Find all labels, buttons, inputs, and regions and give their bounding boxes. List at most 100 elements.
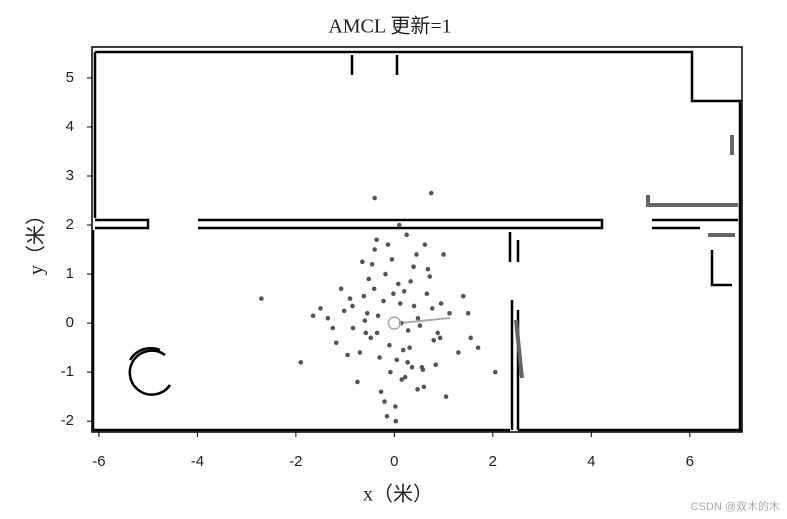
particle <box>372 195 377 201</box>
map <box>91 50 742 432</box>
particle <box>433 362 439 368</box>
x-tick-label: 0 <box>390 453 398 470</box>
particle <box>468 335 473 341</box>
particle <box>425 266 431 272</box>
particle <box>492 369 498 375</box>
y-tick-label: 4 <box>66 118 74 135</box>
particle <box>330 325 336 331</box>
y-tick-label: -1 <box>61 363 74 380</box>
particle <box>371 286 377 292</box>
particle <box>417 323 423 328</box>
particle <box>460 293 466 299</box>
particle <box>404 232 409 238</box>
y-tick-label: 0 <box>66 314 74 331</box>
particle <box>408 279 413 284</box>
particle <box>347 296 353 301</box>
particle <box>475 345 481 350</box>
x-tick-label: 2 <box>489 453 497 470</box>
x-tick-label: -2 <box>289 453 302 470</box>
particle <box>429 306 435 311</box>
particle <box>441 252 446 257</box>
particle <box>397 301 403 306</box>
particle <box>374 237 379 243</box>
y-tick-label: 1 <box>66 265 74 282</box>
particle <box>369 261 375 267</box>
watermark: CSDN @双木的木 <box>691 499 780 513</box>
particle <box>421 384 427 390</box>
particle <box>364 311 370 316</box>
particle <box>383 271 388 277</box>
particle <box>389 257 395 262</box>
x-axis-label: x（米） <box>363 483 433 506</box>
particle <box>377 355 382 360</box>
pose <box>387 316 402 330</box>
particle <box>400 347 406 353</box>
particle <box>378 389 384 395</box>
particle <box>355 379 360 385</box>
particle <box>333 340 339 346</box>
particle <box>381 298 386 304</box>
y-tick-label: 3 <box>66 167 74 184</box>
particle <box>394 357 400 363</box>
particle <box>428 190 434 196</box>
particle <box>361 293 367 299</box>
x-tick-label: -6 <box>92 453 105 470</box>
particle <box>409 364 415 370</box>
particle <box>415 387 420 392</box>
x-tick-label: -4 <box>191 453 204 470</box>
particle <box>387 342 392 348</box>
particle <box>407 345 412 350</box>
particle <box>393 418 399 424</box>
particle <box>435 330 440 336</box>
particle <box>391 291 396 296</box>
particle <box>405 360 410 365</box>
particle <box>372 247 377 252</box>
y-tick-label: 5 <box>66 69 74 86</box>
y-tick-label: 2 <box>66 216 74 233</box>
particle <box>420 367 426 373</box>
particle <box>443 394 449 399</box>
particle <box>382 399 387 404</box>
particle <box>411 303 417 309</box>
particle <box>318 306 323 311</box>
particle <box>357 350 363 355</box>
particle <box>366 276 372 282</box>
particle <box>259 296 264 301</box>
particle <box>350 325 356 331</box>
particle <box>393 404 398 409</box>
chart-title: AMCL 更新=1 <box>328 15 451 38</box>
particle <box>363 330 369 336</box>
particle <box>414 252 419 257</box>
particle <box>338 286 344 292</box>
particle <box>402 374 408 380</box>
particle <box>415 315 421 321</box>
particle <box>422 242 428 247</box>
particle <box>362 318 368 323</box>
particle <box>431 337 437 343</box>
particle <box>298 360 304 365</box>
particle <box>411 264 416 270</box>
particle <box>360 259 365 265</box>
particle <box>427 274 433 279</box>
x-tick-label: 6 <box>686 453 694 470</box>
y-axis-label: y（米） <box>25 205 48 275</box>
plot-frame <box>91 46 743 433</box>
heading <box>399 317 451 324</box>
particle <box>405 328 411 333</box>
particle <box>310 313 316 319</box>
particle <box>399 377 405 382</box>
particle <box>395 281 401 287</box>
particle <box>368 335 374 341</box>
particle <box>447 311 452 316</box>
y-tick-label: -2 <box>61 412 74 429</box>
particle <box>385 242 391 247</box>
particle <box>424 291 430 296</box>
particle <box>325 315 331 321</box>
particle <box>437 335 443 341</box>
x-tick-label: 4 <box>587 453 595 470</box>
particle <box>465 311 471 316</box>
particle <box>401 288 407 294</box>
particle <box>350 303 355 309</box>
particle <box>374 330 380 336</box>
